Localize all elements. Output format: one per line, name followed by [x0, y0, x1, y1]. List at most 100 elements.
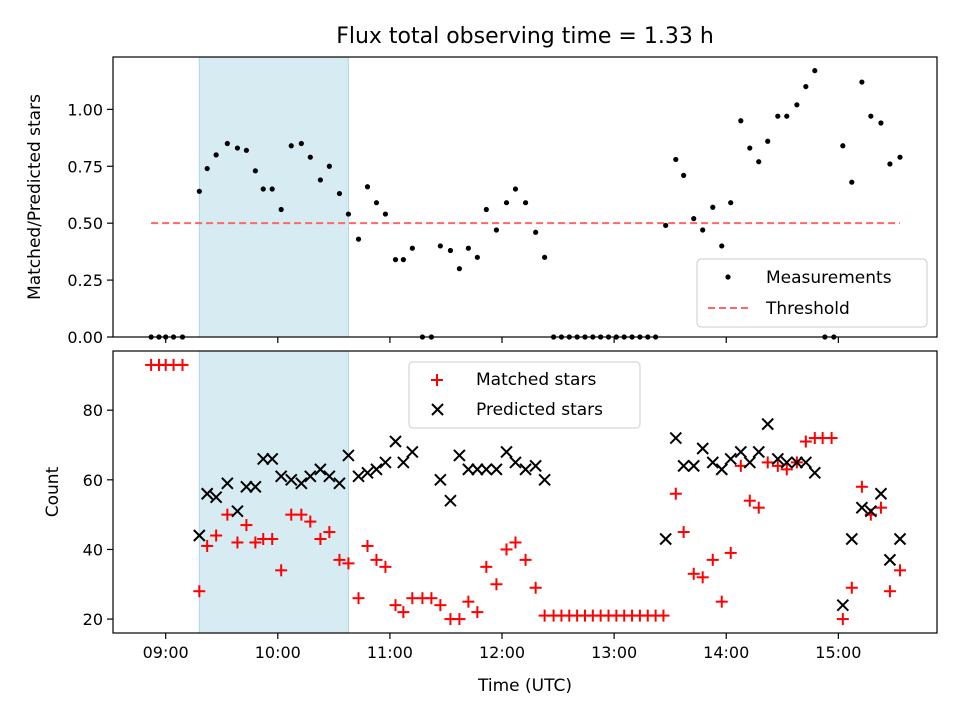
- measurement-point: [409, 245, 415, 251]
- count-y-tick-label: 80: [83, 401, 103, 420]
- legend-threshold-label: Threshold: [765, 299, 850, 319]
- matched-star-point: [734, 459, 747, 472]
- predicted-star-point: [434, 473, 447, 487]
- measurement-point: [719, 243, 725, 249]
- predicted-star-point: [687, 459, 700, 473]
- ratio-panel: 0.00 0.25 0.50 0.75 1.00 Matched/Predicted s…: [25, 56, 938, 347]
- measurement-point: [503, 200, 510, 206]
- measurement-point: [336, 190, 343, 197]
- x-tick-label: 13:00: [591, 643, 637, 662]
- predicted-star-point: [274, 470, 288, 483]
- matched-star-point: [771, 459, 784, 472]
- measurement-point: [465, 245, 471, 251]
- measurement-point: [756, 159, 762, 165]
- matched-star-point: [696, 571, 709, 584]
- predicted-star-point: [397, 456, 410, 469]
- matched-star-point: [874, 501, 887, 514]
- measurement-point: [243, 147, 250, 153]
- measurement-point: [700, 227, 706, 233]
- predicted-star-point: [240, 480, 253, 493]
- matched-star-point: [314, 533, 327, 545]
- measurement-point: [803, 83, 809, 90]
- matched-star-point: [352, 592, 365, 605]
- predicted-star-point: [780, 456, 793, 469]
- measurement-point: [400, 257, 406, 263]
- measurement-point: [437, 243, 443, 249]
- x-tick-label: 10:00: [255, 643, 301, 662]
- predicted-star-point: [761, 417, 774, 431]
- matched-star-point: [295, 508, 308, 521]
- predicted-star-point: [285, 473, 298, 487]
- measurement-point: [681, 172, 687, 178]
- matched-star-point: [687, 567, 700, 580]
- matched-star-point: [471, 606, 484, 619]
- predicted-star-point: [333, 477, 346, 490]
- predicted-star-point: [265, 452, 279, 466]
- matched-star-point: [799, 435, 812, 448]
- matched-star-point: [780, 463, 793, 476]
- ratio-y-tick-label: 0.50: [67, 214, 103, 233]
- measurement-point: [887, 161, 893, 167]
- predicted-star-point: [771, 452, 785, 466]
- legend-measurements-marker: [725, 274, 731, 280]
- predicted-star-point: [444, 494, 457, 507]
- measurement-point: [234, 145, 241, 151]
- predicted-star-point: [200, 487, 214, 500]
- matched-star-point: [724, 546, 737, 559]
- predicted-star-point: [743, 456, 756, 469]
- measurement-point: [775, 113, 781, 119]
- predicted-star-point: [836, 598, 850, 612]
- measurement-point: [382, 211, 389, 217]
- ratio-y-tick-label: 1.00: [67, 100, 103, 119]
- predicted-star-point: [529, 459, 542, 473]
- predicted-star-point: [462, 463, 475, 476]
- legend-matched-marker: [431, 374, 443, 386]
- predicted-star-point: [379, 456, 392, 469]
- matched-star-point: [333, 553, 346, 566]
- count-y-tick-label: 20: [83, 610, 103, 629]
- measurement-point: [868, 113, 874, 119]
- predicted-star-point: [696, 442, 709, 455]
- matched-star-point: [266, 533, 279, 545]
- measurement-point: [522, 200, 529, 206]
- matched-star-point: [836, 613, 849, 626]
- x-tick-label: 14:00: [703, 643, 749, 662]
- measurement-point: [859, 79, 865, 85]
- ratio-y-tick-label: 0.75: [67, 157, 103, 176]
- predicted-star-point: [249, 480, 262, 493]
- matched-star-point: [425, 592, 438, 605]
- matched-star-point: [743, 494, 756, 507]
- predicted-star-point: [715, 463, 728, 476]
- matched-star-point: [715, 595, 728, 608]
- predicted-star-point: [221, 477, 234, 490]
- predicted-star-point: [490, 463, 503, 476]
- matched-star-point: [249, 536, 262, 549]
- matched-star-point: [406, 592, 419, 605]
- measurement-point: [812, 68, 818, 74]
- measurement-point: [326, 163, 332, 169]
- measurement-point: [710, 204, 716, 210]
- matched-star-point: [370, 553, 383, 566]
- count-legend-box: [408, 361, 641, 429]
- predicted-star-point: [659, 532, 672, 546]
- ratio-y-tick-label: 0.00: [67, 328, 103, 347]
- ratio-legend-box: [696, 258, 928, 328]
- chart-title: Flux total observing time = 1.33 h: [336, 24, 714, 49]
- matched-star-point: [285, 508, 298, 521]
- matched-star-point: [275, 564, 288, 577]
- x-tick-label: 11:00: [367, 643, 413, 662]
- measurement-point: [355, 236, 362, 242]
- count-panel-frame: [112, 350, 938, 634]
- ratio-legend: Measurements Threshold: [696, 258, 928, 328]
- matched-star-point: [389, 599, 402, 612]
- measurement-point: [784, 113, 790, 119]
- matched-star-point: [519, 553, 532, 566]
- x-tick-label: 09:00: [143, 643, 189, 662]
- predicted-star-point: [883, 553, 897, 567]
- measurement-point: [840, 143, 846, 149]
- measurement-point: [738, 118, 744, 124]
- count-y-axis-label: Count: [43, 466, 63, 517]
- matched-star-point: [529, 581, 542, 594]
- predicted-star-point: [193, 529, 206, 542]
